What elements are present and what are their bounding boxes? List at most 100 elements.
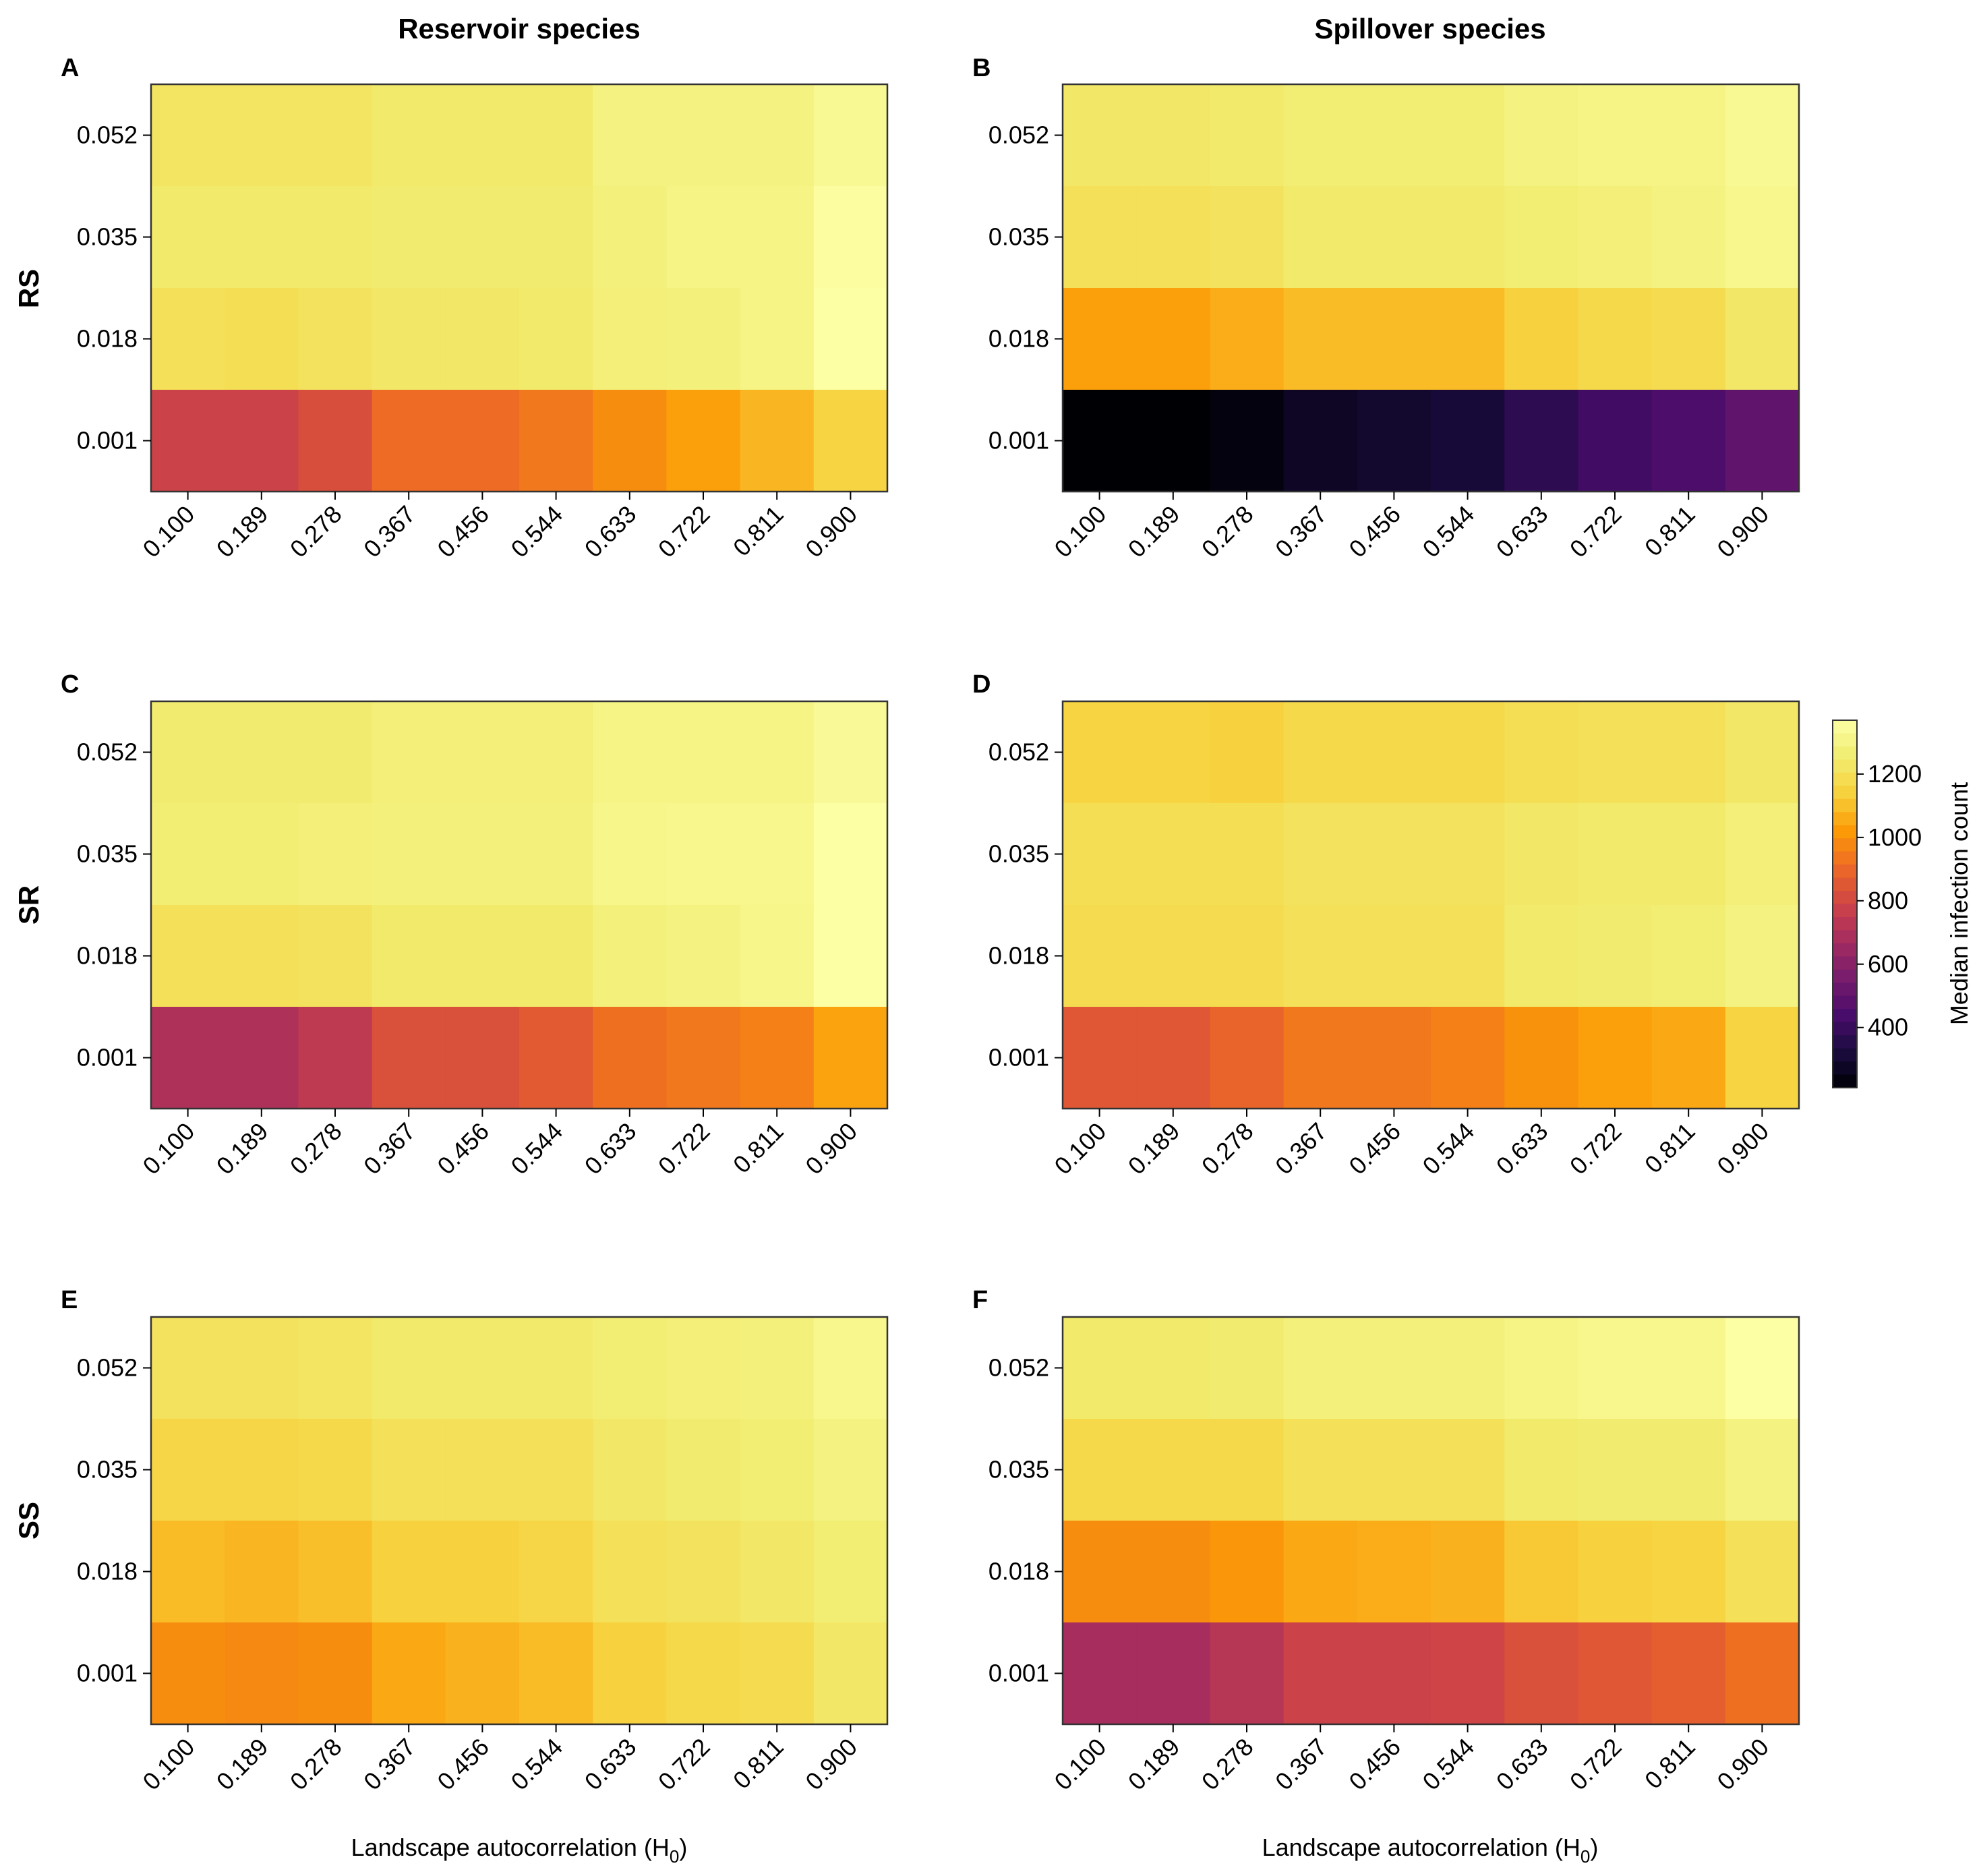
heatmap-cell	[1357, 84, 1431, 187]
heatmap-cell	[1431, 390, 1505, 492]
heatmap-cell	[1063, 186, 1137, 289]
heatmap-cell	[1725, 390, 1800, 492]
heatmap-cell	[1725, 1521, 1800, 1623]
heatmap-cell	[225, 1419, 299, 1521]
heatmap-cell	[1578, 1317, 1653, 1419]
x-axis-title-left: Landscape autocorrelation (H0)	[351, 1834, 688, 1867]
heatmap-cell	[1136, 701, 1210, 804]
heatmap-cell	[813, 1419, 888, 1521]
heatmap-cell	[1504, 390, 1578, 492]
heatmap-cell	[225, 84, 299, 187]
y-tick-label: 0.001	[988, 1660, 1049, 1687]
heatmap-cell	[519, 1419, 593, 1521]
heatmap-cell	[1136, 390, 1210, 492]
heatmap-cell	[445, 186, 520, 289]
heatmap-cell	[151, 1521, 225, 1623]
heatmap-cell	[813, 803, 888, 906]
heatmap-cell	[151, 288, 225, 390]
heatmap-cell	[1651, 186, 1726, 289]
colorbar-segment	[1833, 733, 1857, 747]
heatmap-cell	[445, 390, 520, 492]
heatmap-cell	[298, 701, 373, 804]
heatmap-cell	[666, 905, 741, 1007]
heatmap-cell	[225, 905, 299, 1007]
heatmap-cell	[1725, 1007, 1800, 1109]
x-axis-title-close: )	[1590, 1834, 1598, 1861]
heatmap-cell	[1725, 905, 1800, 1007]
heatmap-cell	[740, 186, 815, 289]
heatmap-cell	[813, 84, 888, 187]
panel-label-e: E	[61, 1286, 78, 1314]
heatmap-cell	[1283, 1317, 1358, 1419]
colorbar-segment	[1833, 786, 1857, 800]
heatmap-cell	[298, 1622, 373, 1725]
heatmap-cell	[1504, 288, 1578, 390]
heatmap-cell	[1651, 1622, 1726, 1725]
heatmap-cell	[593, 288, 667, 390]
heatmap-cell	[1283, 1007, 1358, 1109]
colorbar-frame	[1832, 720, 1858, 1088]
heatmap-cell	[225, 288, 299, 390]
heatmap-cell	[519, 1521, 593, 1623]
heatmap-cell	[813, 1622, 888, 1725]
panel-label-c: C	[61, 670, 79, 699]
heatmap-cell	[1136, 1419, 1210, 1521]
colorbar-segment	[1833, 930, 1857, 944]
heatmap-cell	[813, 288, 888, 390]
heatmap-cell	[666, 803, 741, 906]
heatmap-cell	[1210, 1007, 1284, 1109]
heatmap-cell	[372, 390, 446, 492]
heatmap-cell	[1357, 1007, 1431, 1109]
heatmap-cell	[1651, 1317, 1726, 1419]
heatmap-cell	[298, 803, 373, 906]
heatmap-cell	[1651, 288, 1726, 390]
heatmap-cell	[1063, 390, 1137, 492]
heatmap-cell	[740, 803, 815, 906]
heatmap-cell	[1504, 1521, 1578, 1623]
heatmap-cell	[1210, 186, 1284, 289]
heatmap-cell	[1431, 84, 1505, 187]
heatmap-cell	[1357, 288, 1431, 390]
heatmap-cell	[666, 1317, 741, 1419]
colorbar-segment	[1833, 825, 1857, 839]
colorbar-tick-label: 1000	[1868, 823, 1922, 851]
heatmap-cell	[1578, 1419, 1653, 1521]
heatmap-cell	[1504, 84, 1578, 187]
heatmap-cell	[593, 1317, 667, 1419]
heatmap-cell	[151, 1007, 225, 1109]
heatmap-cell	[1504, 905, 1578, 1007]
y-tick-label: 0.018	[988, 325, 1049, 353]
y-tick-label: 0.052	[77, 121, 138, 149]
heatmap-cell	[666, 1622, 741, 1725]
panel-label-a: A	[61, 54, 79, 82]
heatmap-cell	[813, 1007, 888, 1109]
heatmap-cell	[740, 1317, 815, 1419]
heatmap-cell	[372, 803, 446, 906]
heatmap-cell	[1136, 905, 1210, 1007]
heatmap-cell	[1431, 1622, 1505, 1725]
heatmap-cell	[151, 803, 225, 906]
heatmap-cell	[151, 1622, 225, 1725]
heatmap-cell	[1283, 288, 1358, 390]
heatmap-cell	[372, 1521, 446, 1623]
colorbar-segment	[1833, 877, 1857, 891]
heatmap-cell	[813, 1521, 888, 1623]
heatmap-cell	[225, 1317, 299, 1419]
heatmap-cell	[666, 84, 741, 187]
heatmap-cell	[1283, 1419, 1358, 1521]
heatmap-cell	[1210, 390, 1284, 492]
heatmap-cell	[1725, 701, 1800, 804]
heatmap-cell	[1357, 1622, 1431, 1725]
y-tick-label: 0.001	[988, 427, 1049, 455]
colorbar-segment	[1833, 891, 1857, 905]
heatmap-cell	[445, 1317, 520, 1419]
heatmap-cell	[740, 1007, 815, 1109]
heatmap-cell	[298, 84, 373, 187]
heatmap-cell	[1357, 803, 1431, 906]
colorbar-segment	[1833, 851, 1857, 865]
heatmap-cell	[1578, 1622, 1653, 1725]
heatmap-cell	[519, 186, 593, 289]
heatmap-cell	[1357, 1419, 1431, 1521]
